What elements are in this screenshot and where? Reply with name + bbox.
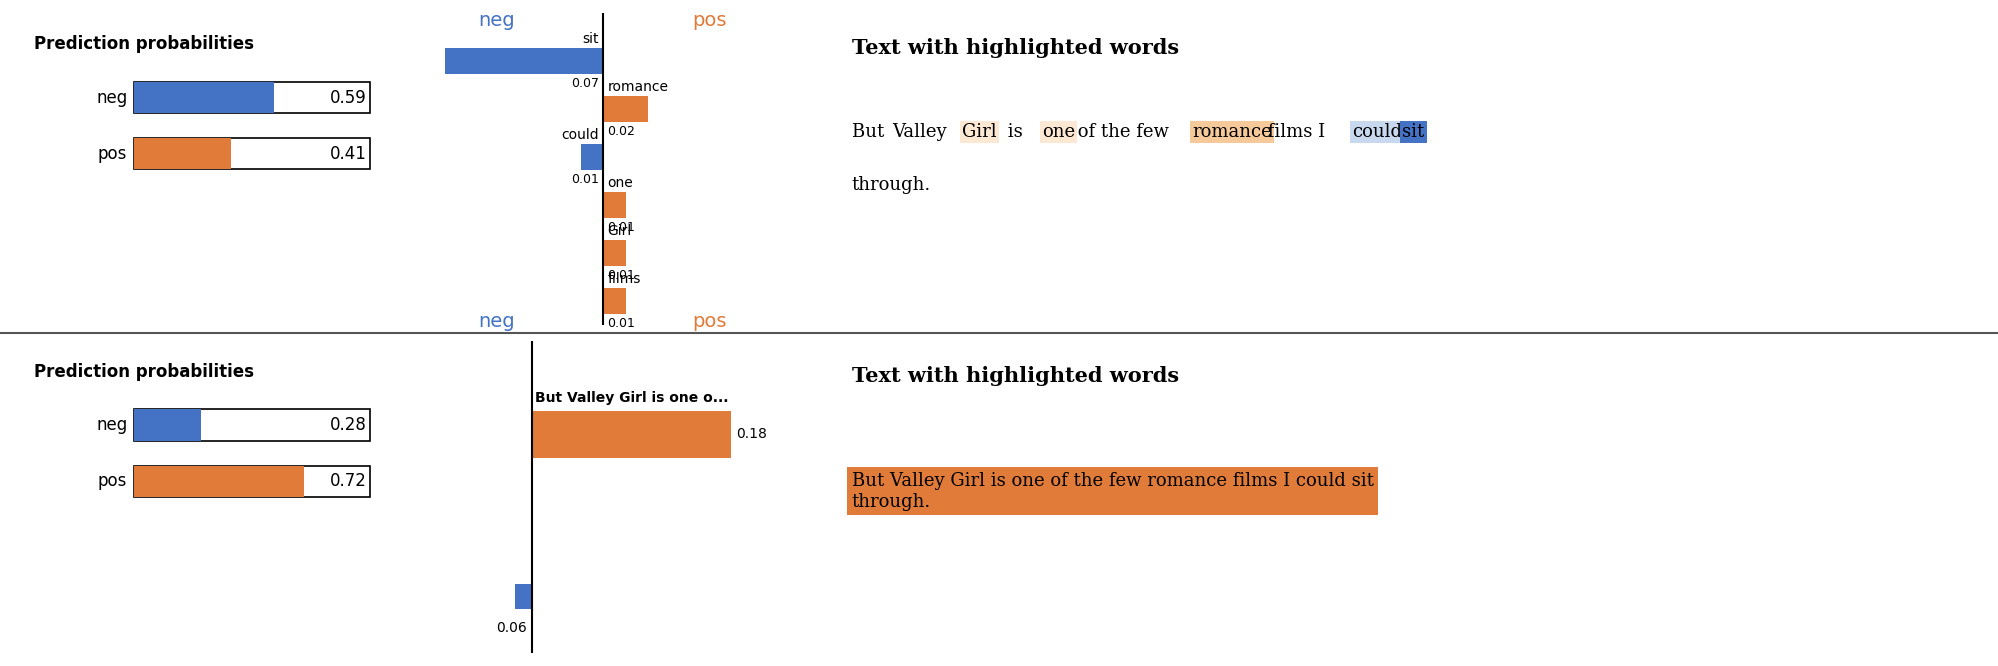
- FancyBboxPatch shape: [134, 138, 232, 169]
- Text: 0.02: 0.02: [607, 125, 635, 138]
- Text: sit: sit: [581, 32, 599, 46]
- Text: films I: films I: [1261, 123, 1331, 141]
- Text: pos: pos: [98, 145, 128, 163]
- Text: 0.01: 0.01: [607, 316, 635, 330]
- Text: But Valley Girl is one o...: But Valley Girl is one o...: [535, 391, 727, 405]
- Bar: [531, 411, 731, 458]
- Bar: [603, 240, 625, 266]
- Text: Valley: Valley: [891, 123, 951, 141]
- FancyBboxPatch shape: [134, 138, 370, 169]
- Text: sit: sit: [1401, 123, 1425, 141]
- Bar: [603, 192, 625, 218]
- Text: 0.41: 0.41: [330, 145, 368, 163]
- FancyBboxPatch shape: [134, 466, 370, 497]
- Text: neg: neg: [96, 89, 128, 107]
- FancyBboxPatch shape: [134, 82, 274, 113]
- FancyBboxPatch shape: [134, 466, 304, 497]
- FancyBboxPatch shape: [134, 410, 200, 441]
- Text: Prediction probabilities: Prediction probabilities: [34, 362, 254, 381]
- Text: through.: through.: [851, 176, 931, 194]
- Text: one: one: [607, 176, 633, 190]
- Text: of the few: of the few: [1071, 123, 1175, 141]
- Text: 0.18: 0.18: [735, 428, 767, 442]
- Text: But Valley Girl is one of the few romance films I could sit
through.: But Valley Girl is one of the few romanc…: [851, 472, 1373, 511]
- Bar: [446, 48, 603, 75]
- Text: pos: pos: [98, 472, 128, 490]
- Text: Girl: Girl: [961, 123, 995, 141]
- Text: 0.07: 0.07: [571, 77, 599, 90]
- Text: neg: neg: [96, 416, 128, 434]
- Text: pos: pos: [691, 312, 727, 332]
- FancyBboxPatch shape: [134, 82, 370, 113]
- Text: 0.28: 0.28: [330, 416, 368, 434]
- Text: 0.59: 0.59: [330, 89, 368, 107]
- FancyBboxPatch shape: [134, 410, 370, 441]
- Text: films: films: [607, 272, 641, 286]
- Text: could: could: [561, 128, 599, 142]
- Bar: [603, 288, 625, 314]
- Bar: [579, 144, 603, 170]
- Text: 0.06: 0.06: [496, 621, 525, 635]
- Text: could: could: [1351, 123, 1401, 141]
- Text: one: one: [1041, 123, 1075, 141]
- Text: neg: neg: [478, 312, 515, 332]
- Text: 0.01: 0.01: [571, 172, 599, 186]
- Text: Text with highlighted words: Text with highlighted words: [851, 38, 1179, 58]
- Text: 0.01: 0.01: [607, 220, 635, 234]
- Text: Text with highlighted words: Text with highlighted words: [851, 366, 1179, 386]
- Text: romance: romance: [607, 80, 667, 94]
- Bar: [603, 96, 647, 123]
- Text: But: But: [851, 123, 889, 141]
- Text: Girl: Girl: [607, 224, 631, 238]
- Text: neg: neg: [478, 11, 515, 30]
- Bar: [515, 584, 531, 609]
- Text: pos: pos: [691, 11, 727, 30]
- Text: is: is: [1001, 123, 1027, 141]
- Text: 0.72: 0.72: [330, 472, 368, 490]
- Text: 0.01: 0.01: [607, 268, 635, 282]
- Text: Prediction probabilities: Prediction probabilities: [34, 35, 254, 53]
- Text: romance: romance: [1191, 123, 1271, 141]
